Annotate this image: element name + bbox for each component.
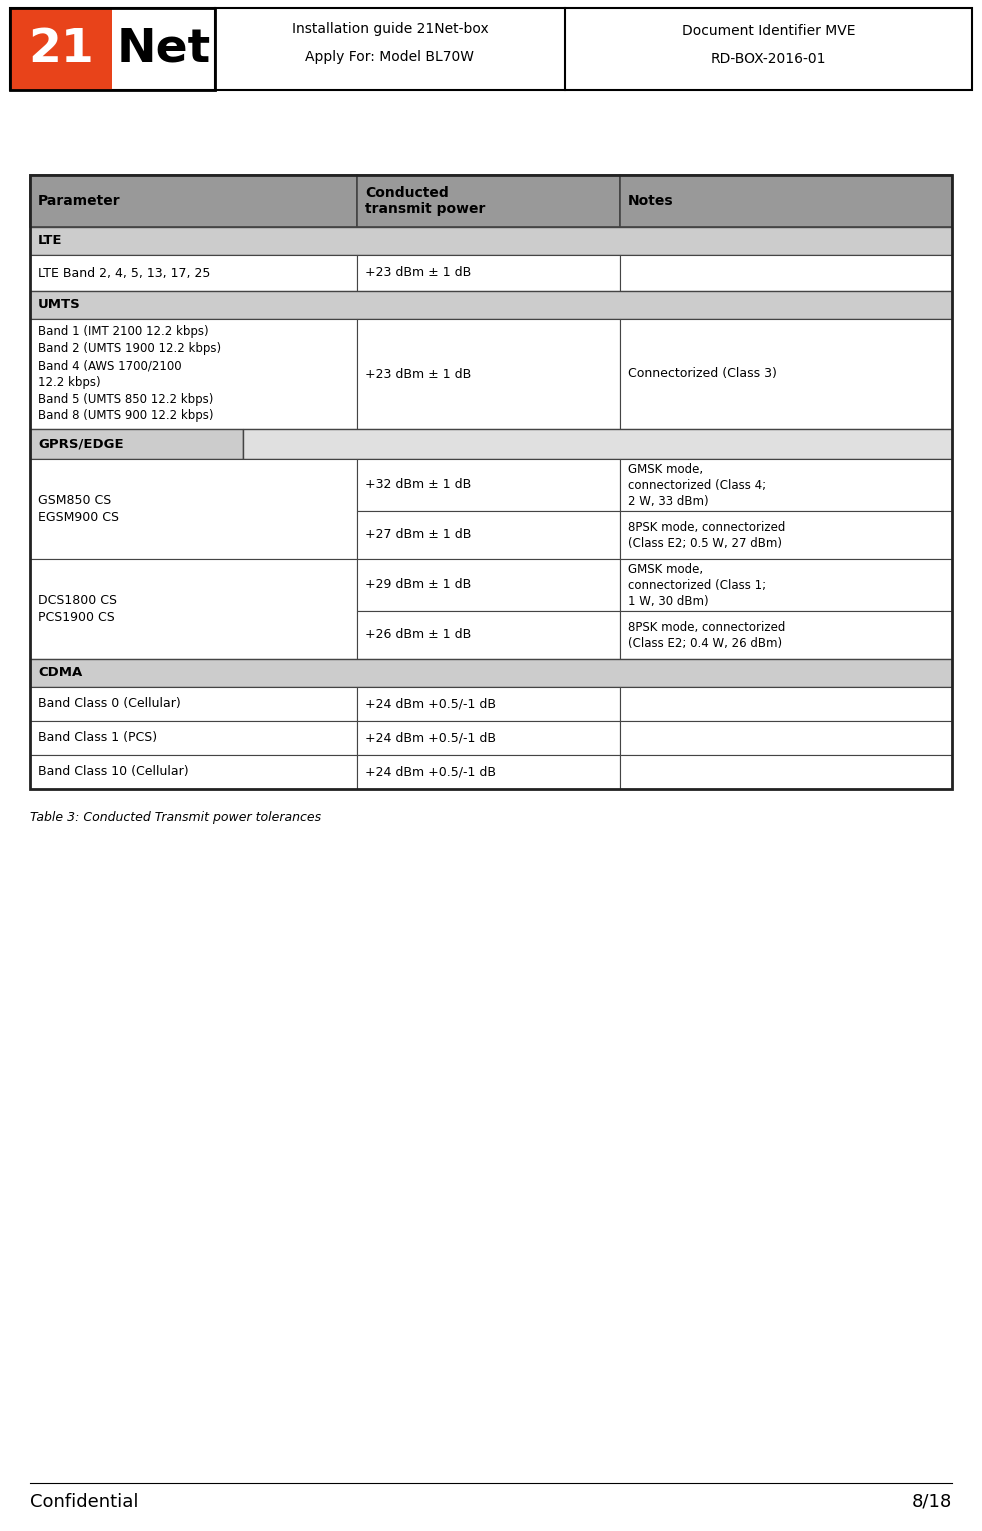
Text: Table 3: Conducted Transmit power tolerances: Table 3: Conducted Transmit power tolera…: [30, 811, 321, 824]
Bar: [30, 175, 357, 227]
Text: DCS1800 CS
PCS1900 CS: DCS1800 CS PCS1900 CS: [38, 594, 117, 625]
Text: Band 1 (IMT 2100 12.2 kbps)
Band 2 (UMTS 1900 12.2 kbps)
Band 4 (AWS 1700/2100
1: Band 1 (IMT 2100 12.2 kbps) Band 2 (UMTS…: [38, 326, 221, 423]
Bar: [620, 687, 952, 721]
Text: Net: Net: [117, 26, 211, 72]
Text: RD-BOX-2016-01: RD-BOX-2016-01: [711, 52, 826, 66]
Bar: [620, 755, 952, 788]
Bar: [30, 721, 357, 755]
Bar: [357, 175, 620, 227]
Bar: [620, 721, 952, 755]
Text: Confidential: Confidential: [30, 1493, 138, 1511]
Bar: [30, 429, 243, 459]
Text: Band Class 1 (PCS): Band Class 1 (PCS): [38, 732, 157, 744]
Bar: [357, 318, 620, 429]
Text: Installation guide 21Net-box: Installation guide 21Net-box: [292, 23, 488, 37]
Bar: [357, 755, 620, 788]
Bar: [620, 459, 952, 511]
Text: +32 dBm ± 1 dB: +32 dBm ± 1 dB: [365, 479, 471, 491]
Text: GSM850 CS
EGSM900 CS: GSM850 CS EGSM900 CS: [38, 495, 119, 524]
Bar: [30, 658, 952, 687]
Text: Parameter: Parameter: [38, 194, 121, 208]
Bar: [30, 459, 357, 559]
Bar: [620, 175, 952, 227]
Text: +29 dBm ± 1 dB: +29 dBm ± 1 dB: [365, 579, 471, 591]
Text: 8/18: 8/18: [911, 1493, 952, 1511]
Text: LTE Band 2, 4, 5, 13, 17, 25: LTE Band 2, 4, 5, 13, 17, 25: [38, 266, 210, 280]
Bar: [243, 429, 952, 459]
Bar: [30, 175, 952, 788]
Bar: [30, 687, 357, 721]
Text: 21: 21: [28, 26, 94, 72]
Text: UMTS: UMTS: [38, 299, 81, 311]
Bar: [10, 8, 113, 90]
Text: Band Class 10 (Cellular): Band Class 10 (Cellular): [38, 766, 189, 778]
Text: Conducted
transmit power: Conducted transmit power: [365, 185, 486, 216]
Text: +24 dBm +0.5/-1 dB: +24 dBm +0.5/-1 dB: [365, 698, 496, 710]
Text: Apply For: Model BL70W: Apply For: Model BL70W: [305, 51, 474, 64]
Text: Notes: Notes: [628, 194, 674, 208]
Bar: [30, 318, 357, 429]
Bar: [357, 611, 620, 658]
Bar: [620, 511, 952, 559]
Bar: [620, 559, 952, 611]
Text: 8PSK mode, connectorized
(Class E2; 0.5 W, 27 dBm): 8PSK mode, connectorized (Class E2; 0.5 …: [628, 521, 786, 550]
Text: +23 dBm ± 1 dB: +23 dBm ± 1 dB: [365, 367, 471, 381]
Text: Band Class 0 (Cellular): Band Class 0 (Cellular): [38, 698, 181, 710]
Text: +24 dBm +0.5/-1 dB: +24 dBm +0.5/-1 dB: [365, 732, 496, 744]
Bar: [10, 8, 215, 90]
Bar: [620, 611, 952, 658]
Text: Connectorized (Class 3): Connectorized (Class 3): [628, 367, 777, 381]
Text: GMSK mode,
connectorized (Class 1;
1 W, 30 dBm): GMSK mode, connectorized (Class 1; 1 W, …: [628, 562, 766, 608]
Text: GPRS/EDGE: GPRS/EDGE: [38, 438, 124, 450]
Text: +27 dBm ± 1 dB: +27 dBm ± 1 dB: [365, 528, 471, 542]
Text: +24 dBm +0.5/-1 dB: +24 dBm +0.5/-1 dB: [365, 766, 496, 778]
Bar: [30, 291, 952, 318]
Text: 8PSK mode, connectorized
(Class E2; 0.4 W, 26 dBm): 8PSK mode, connectorized (Class E2; 0.4 …: [628, 620, 786, 649]
Text: Document Identifier MVE: Document Identifier MVE: [682, 24, 855, 38]
Text: GMSK mode,
connectorized (Class 4;
2 W, 33 dBm): GMSK mode, connectorized (Class 4; 2 W, …: [628, 462, 766, 507]
Text: LTE: LTE: [38, 234, 63, 248]
Bar: [620, 318, 952, 429]
Text: CDMA: CDMA: [38, 666, 82, 680]
Bar: [30, 227, 952, 256]
Bar: [357, 687, 620, 721]
Bar: [620, 256, 952, 291]
Text: +23 dBm ± 1 dB: +23 dBm ± 1 dB: [365, 266, 471, 280]
Bar: [357, 256, 620, 291]
Bar: [357, 459, 620, 511]
Bar: [30, 256, 357, 291]
Bar: [30, 755, 357, 788]
Text: +26 dBm ± 1 dB: +26 dBm ± 1 dB: [365, 629, 471, 641]
Bar: [30, 559, 357, 658]
Bar: [357, 559, 620, 611]
Bar: [357, 511, 620, 559]
Bar: [357, 721, 620, 755]
Bar: [10, 8, 972, 90]
